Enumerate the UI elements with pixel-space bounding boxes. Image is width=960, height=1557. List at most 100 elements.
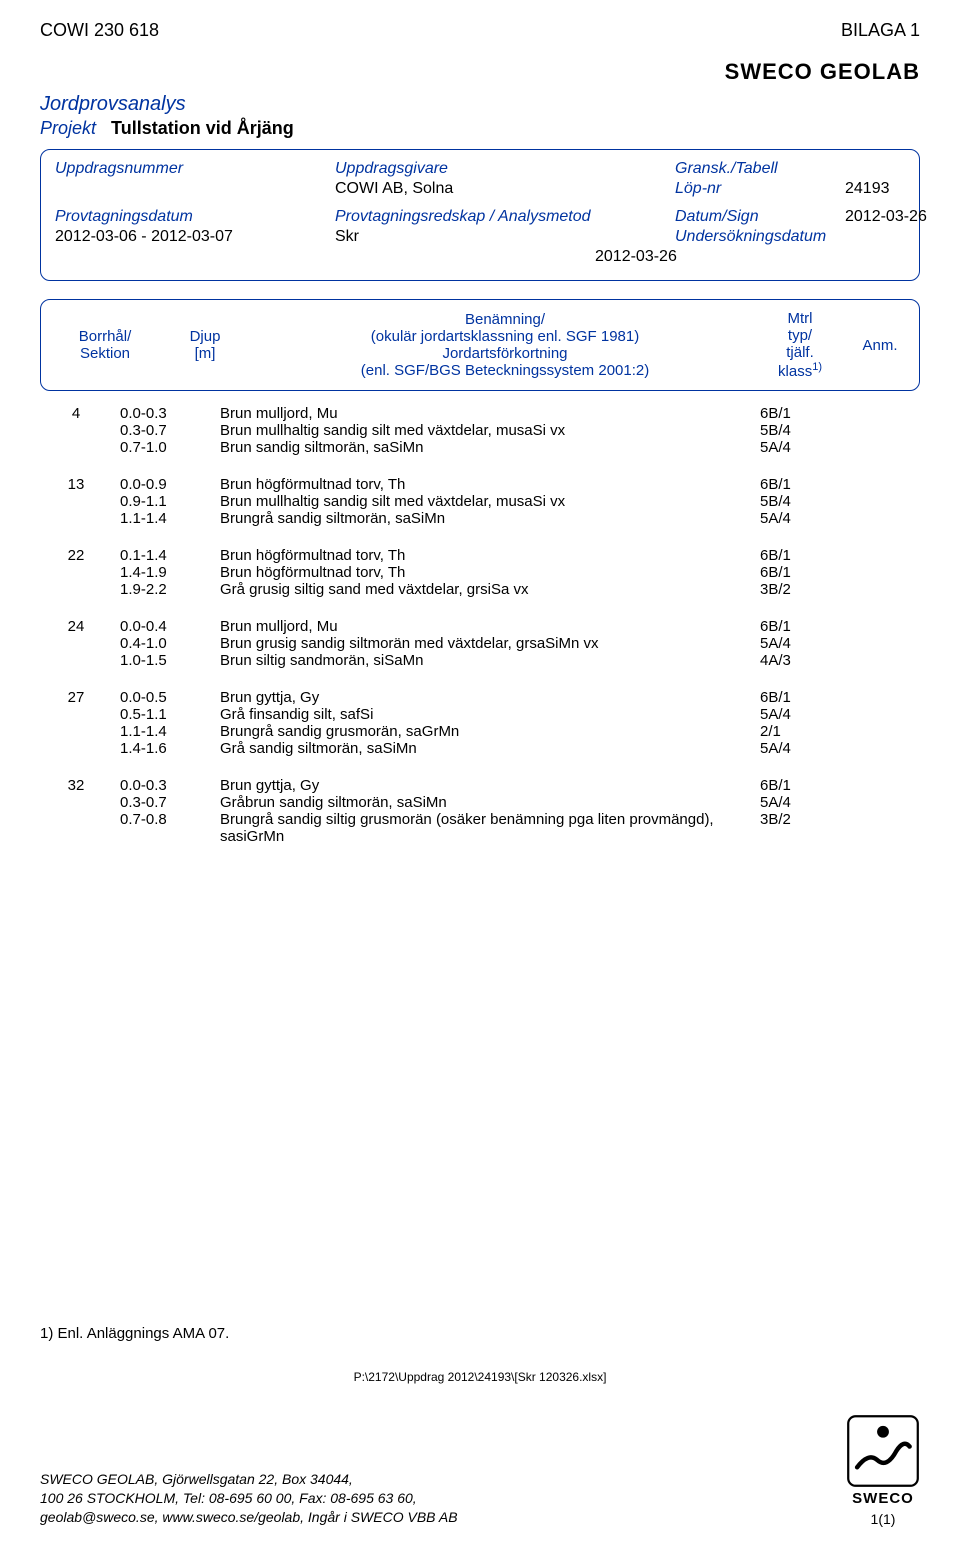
filepath: P:\2172\Uppdrag 2012\24193\[Skr 120326.x…	[40, 1370, 920, 1384]
description-column: Brun gyttja, GyGrå finsandig silt, safSi…	[220, 689, 760, 757]
depth-cell: 1.0-1.5	[120, 652, 220, 669]
logo-box: SWECO 1(1)	[846, 1414, 920, 1527]
section-title: Jordprovsanalys	[40, 93, 920, 116]
description-cell: Gråbrun sandig siltmorän, saSiMn	[220, 794, 760, 811]
col-benamning: Benämning/ (okulär jordartsklassning enl…	[255, 311, 755, 379]
logo-text: SWECO	[852, 1490, 914, 1507]
code-cell: 6B/1	[760, 689, 860, 706]
description-cell: Brun gyttja, Gy	[220, 689, 760, 706]
code-cell: 5A/4	[760, 510, 860, 527]
data-table: 40.0-0.30.3-0.70.7-1.0Brun mulljord, MuB…	[40, 405, 920, 845]
code-cell: 5A/4	[760, 635, 860, 652]
col-borrhal-l2: Sektion	[55, 345, 155, 362]
provtagningsredskap-value: Skr	[335, 228, 675, 246]
footer-line2: 100 26 STOCKHOLM, Tel: 08-695 60 00, Fax…	[40, 1489, 458, 1508]
col-djup-l1: Djup	[155, 328, 255, 345]
description-cell: Brun gyttja, Gy	[220, 777, 760, 794]
undersokningsdatum-label: Undersökningsdatum	[675, 228, 845, 246]
data-group: 270.0-0.50.5-1.11.1-1.41.4-1.6Brun gyttj…	[40, 689, 920, 757]
footer-text: SWECO GEOLAB, Gjörwellsgatan 22, Box 340…	[40, 1470, 458, 1527]
col-mtrl-l4: klass1)	[755, 361, 845, 380]
depth-cell: 1.4-1.6	[120, 740, 220, 757]
provtagningsdatum-value: 2012-03-06 - 2012-03-07	[55, 228, 335, 246]
code-cell: 3B/2	[760, 581, 860, 598]
code-column: 6B/15B/45A/4	[760, 476, 860, 527]
description-cell: Brun högförmultnad torv, Th	[220, 564, 760, 581]
top-right-label: BILAGA 1	[841, 20, 920, 41]
borehole-number: 13	[40, 476, 120, 527]
depth-cell: 0.7-1.0	[120, 439, 220, 456]
col-borrhal-l1: Borrhål/	[55, 328, 155, 345]
depth-cell: 0.1-1.4	[120, 547, 220, 564]
data-group: 320.0-0.30.3-0.70.7-0.8Brun gyttja, GyGr…	[40, 777, 920, 845]
description-cell: Grå sandig siltmorän, saSiMn	[220, 740, 760, 757]
col-mtrl-l2: typ/	[755, 327, 845, 344]
footer-row: SWECO GEOLAB, Gjörwellsgatan 22, Box 340…	[40, 1414, 920, 1527]
depth-cell: 0.7-0.8	[120, 811, 220, 828]
description-cell: Brun högförmultnad torv, Th	[220, 547, 760, 564]
brand-row: SWECO GEOLAB	[40, 59, 920, 85]
borehole-number: 27	[40, 689, 120, 757]
col-mtrl: Mtrl typ/ tjälf. klass1)	[755, 310, 845, 380]
depth-cell: 0.0-0.9	[120, 476, 220, 493]
description-cell: Brun siltig sandmorän, siSaMn	[220, 652, 760, 669]
provtagningsredskap-label: Provtagningsredskap / Analysmetod	[335, 208, 675, 226]
data-group: 130.0-0.90.9-1.11.1-1.4Brun högförmultna…	[40, 476, 920, 527]
description-cell: Brun mulljord, Mu	[220, 405, 760, 422]
code-cell: 6B/1	[760, 618, 860, 635]
data-group: 220.1-1.41.4-1.91.9-2.2Brun högförmultna…	[40, 547, 920, 598]
description-cell: Brun sandig siltmorän, saSiMn	[220, 439, 760, 456]
code-cell: 6B/1	[760, 476, 860, 493]
code-cell: 6B/1	[760, 547, 860, 564]
depth-cell: 0.0-0.5	[120, 689, 220, 706]
top-row: COWI 230 618 BILAGA 1	[40, 20, 920, 41]
page-number: 1(1)	[871, 1511, 896, 1527]
depth-column: 0.0-0.30.3-0.70.7-0.8	[120, 777, 220, 845]
borehole-number: 24	[40, 618, 120, 669]
col-djup-l2: [m]	[155, 345, 255, 362]
header-box: Uppdragsnummer Uppdragsgivare Gransk./Ta…	[40, 149, 920, 281]
col-anm: Anm.	[845, 337, 915, 354]
depth-cell: 1.4-1.9	[120, 564, 220, 581]
code-cell: 5A/4	[760, 740, 860, 757]
depth-cell: 0.0-0.4	[120, 618, 220, 635]
footer-line1: SWECO GEOLAB, Gjörwellsgatan 22, Box 340…	[40, 1470, 458, 1489]
code-cell: 6B/1	[760, 564, 860, 581]
datumsign-label: Datum/Sign	[675, 208, 845, 226]
code-column: 6B/15A/43B/2	[760, 777, 860, 845]
undersokningsdatum-value-row: 2012-03-26	[55, 248, 905, 266]
col-borrhal: Borrhål/ Sektion	[55, 328, 155, 362]
description-column: Brun gyttja, GyGråbrun sandig siltmorän,…	[220, 777, 760, 845]
brand-text: SWECO GEOLAB	[725, 59, 920, 85]
col-djup: Djup [m]	[155, 328, 255, 362]
depth-cell: 0.9-1.1	[120, 493, 220, 510]
footer-line3: geolab@sweco.se, www.sweco.se/geolab, In…	[40, 1508, 458, 1527]
top-left-code: COWI 230 618	[40, 20, 159, 41]
depth-cell: 0.3-0.7	[120, 422, 220, 439]
code-cell: 5B/4	[760, 493, 860, 510]
col-benamning-l3: Jordartsförkortning	[255, 345, 755, 362]
uppdragsgivare-label: Uppdragsgivare	[335, 160, 675, 178]
header-grid-2: Provtagningsdatum Provtagningsredskap / …	[55, 208, 905, 246]
description-cell: Brun högförmultnad torv, Th	[220, 476, 760, 493]
column-header-box: Borrhål/ Sektion Djup [m] Benämning/ (ok…	[40, 299, 920, 391]
col-benamning-l4: (enl. SGF/BGS Beteckningssystem 2001:2)	[255, 362, 755, 379]
depth-cell: 1.1-1.4	[120, 510, 220, 527]
code-cell: 3B/2	[760, 811, 860, 828]
depth-column: 0.0-0.50.5-1.11.1-1.41.4-1.6	[120, 689, 220, 757]
depth-column: 0.1-1.41.4-1.91.9-2.2	[120, 547, 220, 598]
footnote: 1) Enl. Anläggnings AMA 07.	[40, 1325, 920, 1342]
description-cell: Brungrå sandig siltig grusmorän (osäker …	[220, 811, 760, 845]
code-column: 6B/15A/44A/3	[760, 618, 860, 669]
undersokningsdatum-value: 2012-03-26	[595, 248, 677, 265]
depth-cell: 0.4-1.0	[120, 635, 220, 652]
depth-cell: 1.9-2.2	[120, 581, 220, 598]
sweco-logo-icon	[846, 1414, 920, 1488]
col-klass-text: klass	[778, 363, 812, 380]
code-cell: 5A/4	[760, 439, 860, 456]
depth-cell: 1.1-1.4	[120, 723, 220, 740]
description-column: Brun högförmultnad torv, ThBrun mullhalt…	[220, 476, 760, 527]
description-column: Brun mulljord, MuBrun mullhaltig sandig …	[220, 405, 760, 456]
page: COWI 230 618 BILAGA 1 SWECO GEOLAB Jordp…	[0, 0, 960, 1557]
data-group: 40.0-0.30.3-0.70.7-1.0Brun mulljord, MuB…	[40, 405, 920, 456]
